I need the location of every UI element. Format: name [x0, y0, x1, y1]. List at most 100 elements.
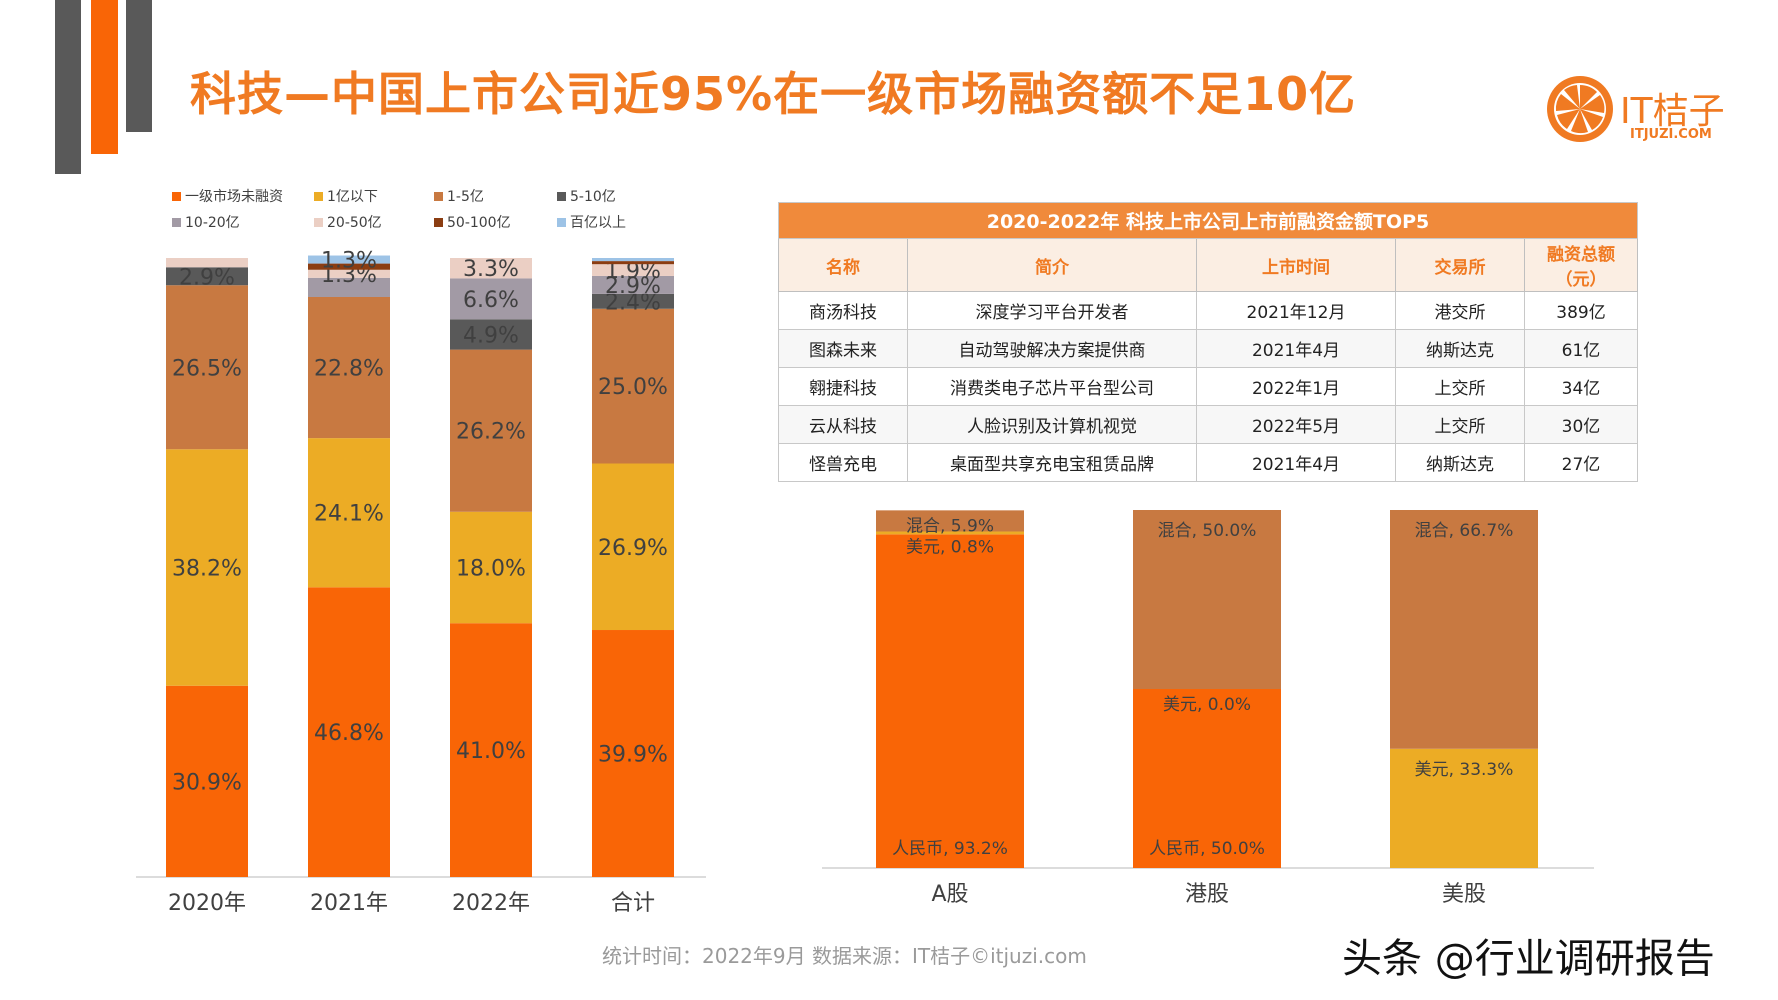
x-tick-label: A股: [931, 882, 968, 907]
bar-segment: [308, 277, 390, 297]
source-footer: 统计时间：2022年9月 数据来源：IT桔子©itjuzi.com: [602, 944, 1087, 968]
data-label: 18.0%: [456, 557, 526, 582]
legend-item: 50-100亿: [434, 212, 511, 232]
table-cell: 389亿: [1524, 291, 1638, 330]
table-row: 怪兽充电 桌面型共享充电宝租赁品牌 2021年4月 纳斯达克 27亿: [778, 443, 1638, 482]
table-row: 翱捷科技 消费类电子芯片平台型公司 2022年1月 上交所 34亿: [778, 367, 1638, 406]
table-cell: 61亿: [1524, 329, 1638, 368]
legend-label: 一级市场未融资: [185, 189, 283, 205]
table-cell: 纳斯达克: [1395, 443, 1525, 482]
bar-segment: [592, 261, 674, 265]
decor-bar-gray-left: [55, 0, 81, 174]
data-label: 人民币, 50.0%: [1149, 839, 1265, 859]
bar-segment: [308, 263, 390, 270]
table-cell: 上交所: [1395, 405, 1525, 444]
legend-item: 百亿以上: [557, 212, 626, 232]
data-label: 38.2%: [172, 557, 242, 582]
bar-segment: [1133, 689, 1281, 868]
legend-item: 20-50亿: [314, 212, 382, 232]
bar-segment: [308, 587, 390, 877]
bar-segment: [876, 531, 1024, 535]
decor-bar-orange: [91, 0, 118, 154]
legend-label: 20-50亿: [327, 215, 382, 231]
bar-segment: [308, 296, 390, 439]
table-header-name: 名称: [778, 238, 908, 292]
top5-table: 2020-2022年 科技上市公司上市前融资金额TOP5 名称 简介 上市时间 …: [778, 202, 1638, 482]
legend-label: 50-100亿: [447, 215, 511, 231]
bar-segment: [450, 319, 532, 350]
bar-segment: [166, 267, 248, 286]
data-label: 26.9%: [598, 536, 668, 561]
table-cell: 港交所: [1395, 291, 1525, 330]
x-tick-label: 2020年: [168, 891, 246, 916]
bar-segment: [592, 308, 674, 464]
data-label: 2.9%: [605, 274, 661, 299]
bar-segment: [450, 258, 532, 279]
bar-segment: [592, 258, 674, 262]
decor-bar-gray-right: [126, 0, 152, 132]
legend-swatch: [557, 217, 566, 227]
legend-item: 10-20亿: [172, 212, 240, 232]
bar-segment: [450, 349, 532, 512]
data-label: 1.3%: [321, 249, 377, 274]
table-header-amount: 融资总额（元）: [1524, 238, 1638, 292]
bar-segment: [450, 623, 532, 877]
table-caption: 2020-2022年 科技上市公司上市前融资金额TOP5: [778, 202, 1638, 239]
table-cell: 27亿: [1524, 443, 1638, 482]
data-label: 39.9%: [598, 743, 668, 768]
data-label: 美元, 0.8%: [906, 537, 994, 557]
bar-segment: [166, 285, 248, 450]
legend-label: 百亿以上: [570, 215, 626, 231]
orange-slice-logo-icon: [1547, 76, 1613, 142]
data-label: 美元, 0.0%: [1163, 695, 1251, 715]
data-label: 人民币, 93.2%: [892, 839, 1008, 859]
logo-text: IT桔子: [1620, 91, 1725, 132]
bar-segment: [876, 534, 1024, 868]
legend-swatch: [172, 191, 181, 201]
legend-label: 10-20亿: [185, 215, 240, 231]
logo-url: ITJUZI.COM: [1630, 127, 1712, 142]
data-label: 26.5%: [172, 356, 242, 381]
table-cell: 图森未来: [778, 329, 908, 368]
table-header-intro: 简介: [907, 238, 1197, 292]
page-title: 科技—中国上市公司近95%在一级市场融资额不足10亿: [190, 67, 1357, 121]
bar-segment: [450, 511, 532, 624]
legend-swatch: [314, 191, 323, 201]
data-label: 6.6%: [463, 288, 519, 313]
table-row: 图森未来 自动驾驶解决方案提供商 2021年4月 纳斯达克 61亿: [778, 329, 1638, 368]
bar-segment: [592, 293, 674, 309]
x-tick-label: 美股: [1442, 882, 1486, 907]
data-label: 混合, 50.0%: [1158, 521, 1257, 541]
table-cell: 2021年4月: [1196, 329, 1396, 368]
table-header-exchange: 交易所: [1395, 238, 1525, 292]
bar-segment: [592, 630, 674, 877]
table-cell: 深度学习平台开发者: [907, 291, 1197, 330]
table-row: 云从科技 人脸识别及计算机视觉 2022年5月 上交所 30亿: [778, 405, 1638, 444]
bar-segment: [1133, 510, 1281, 689]
legend-item: 一级市场未融资: [172, 186, 283, 206]
data-label: 美元, 33.3%: [1415, 760, 1514, 780]
data-label: 25.0%: [598, 375, 668, 400]
legend-item: 5-10亿: [557, 186, 616, 206]
bar-segment: [1390, 748, 1538, 868]
legend-swatch: [434, 217, 443, 227]
data-label: 2.9%: [179, 265, 235, 290]
legend-label: 1-5亿: [447, 189, 484, 205]
bar-segment: [592, 463, 674, 631]
data-label: 24.1%: [314, 502, 384, 527]
data-label: 3.3%: [463, 257, 519, 282]
bar-segment: [1390, 510, 1538, 749]
legend-swatch: [314, 217, 323, 227]
data-label: 46.8%: [314, 721, 384, 746]
data-label: 30.9%: [172, 770, 242, 795]
legend-item: 1-5亿: [434, 186, 484, 206]
table-cell: 商汤科技: [778, 291, 908, 330]
bar-segment: [876, 510, 1024, 532]
legend-label: 5-10亿: [570, 189, 616, 205]
table-row: 商汤科技 深度学习平台开发者 2021年12月 港交所 389亿: [778, 291, 1638, 330]
table-cell: 纳斯达克: [1395, 329, 1525, 368]
data-label: 4.9%: [463, 323, 519, 348]
bar-segment: [308, 269, 390, 278]
legend-swatch: [557, 191, 566, 201]
legend-swatch: [434, 191, 443, 201]
